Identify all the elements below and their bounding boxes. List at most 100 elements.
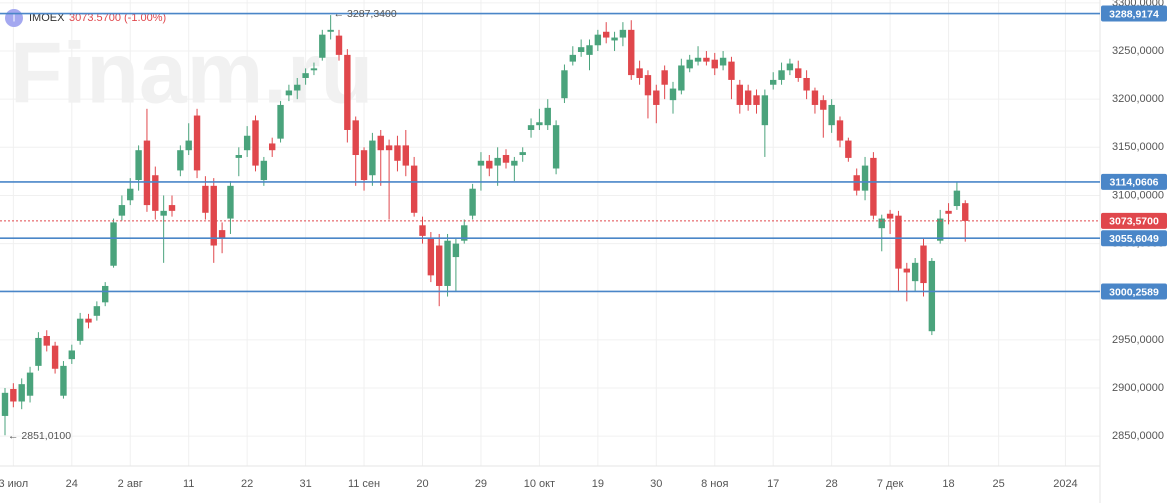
candle-body <box>836 120 844 141</box>
candle-body <box>937 218 944 241</box>
candle-body <box>444 240 451 286</box>
annotation: ← 2851,0100 <box>8 430 71 442</box>
candle-body <box>736 84 743 105</box>
candle-body <box>953 190 961 207</box>
y-tick-label: 3250,0000 <box>1112 45 1164 57</box>
annotation: ← 3287,3400 <box>334 8 397 20</box>
y-tick-label: 3150,0000 <box>1112 141 1164 153</box>
candle-body <box>135 150 142 181</box>
x-tick-label: 30 <box>650 478 662 490</box>
candle-body <box>895 215 902 269</box>
candle-body <box>168 205 176 211</box>
price: 3073.5700 <box>69 12 121 24</box>
candle-body <box>795 68 802 78</box>
x-tick-label: 18 <box>942 478 954 490</box>
candle-body <box>102 285 109 303</box>
price-label: 3114,0606 <box>1109 177 1158 189</box>
candle-body <box>352 120 359 156</box>
candle-body <box>260 160 268 181</box>
x-tick-label: 22 <box>241 478 253 490</box>
candle-body <box>477 160 485 166</box>
candle-body <box>160 210 167 216</box>
price-label-box <box>1101 212 1167 229</box>
x-tick-label: 8 ноя <box>701 478 728 490</box>
x-tick-label: 11 <box>183 478 194 490</box>
candle-body <box>402 145 409 166</box>
candle-body <box>310 68 318 71</box>
y-tick-label: 3100,0000 <box>1112 189 1164 201</box>
price-label-box <box>1101 173 1167 190</box>
candle-body <box>527 125 535 130</box>
candle-body <box>319 34 326 58</box>
candle-body <box>436 245 443 286</box>
x-tick-label: 31 <box>299 478 311 490</box>
candle-body <box>770 79 777 85</box>
candle-body <box>519 152 526 156</box>
y-tick-label: 2900,0000 <box>1112 382 1164 394</box>
x-tick-label: 28 <box>826 478 838 490</box>
candle-body <box>494 157 501 166</box>
candle-body <box>586 45 593 55</box>
candle-body <box>861 165 869 191</box>
candle-body <box>878 218 885 229</box>
x-tick-label: 2024 <box>1053 478 1077 490</box>
candle-body <box>619 29 627 38</box>
symbol-icon-letter: I <box>13 14 16 25</box>
candle-body <box>845 140 852 158</box>
candle-body <box>177 150 184 171</box>
candle-body <box>703 57 710 62</box>
candle-body <box>870 157 877 216</box>
candle-body <box>678 65 685 91</box>
candle-body <box>719 57 727 66</box>
candle-body <box>644 75 652 96</box>
candle-body <box>552 125 560 169</box>
candle-body <box>202 185 209 213</box>
candle-body <box>786 63 794 71</box>
candle-body <box>577 47 585 52</box>
x-tick-label: 7 дек <box>877 478 904 490</box>
candle-body <box>427 238 435 276</box>
x-tick-label: 19 <box>592 478 604 490</box>
candle-body <box>962 203 969 221</box>
candle-body <box>920 245 927 284</box>
x-tick-label: 25 <box>993 478 1005 490</box>
candle-body <box>653 90 660 105</box>
x-tick-label: 11 сен <box>348 478 380 490</box>
candle-body <box>1 392 9 416</box>
candle-body <box>903 268 910 273</box>
candle-body <box>85 318 92 323</box>
candle-body <box>335 35 343 55</box>
candle-body <box>93 306 101 316</box>
candle-body <box>761 95 769 126</box>
candle-body <box>110 222 117 266</box>
candle-body <box>377 135 384 151</box>
candle-body <box>285 90 293 96</box>
price-label: 3055,6049 <box>1109 233 1159 245</box>
candle-body <box>344 54 351 130</box>
candle-body <box>18 384 25 402</box>
candle-body <box>853 175 860 191</box>
candle-body <box>911 262 919 282</box>
candle-body <box>828 104 835 126</box>
candle-body <box>252 120 259 166</box>
price-label-box <box>1101 283 1167 300</box>
candle-body <box>469 188 476 216</box>
candle-body <box>218 230 226 239</box>
candle-body <box>536 122 543 126</box>
candle-body <box>277 104 284 139</box>
candle-body <box>928 260 936 332</box>
candle-body <box>661 70 668 85</box>
candle-body <box>10 388 17 402</box>
candle-body <box>243 135 251 151</box>
candle-body <box>385 145 393 151</box>
candle-body <box>60 365 67 396</box>
candle-body <box>210 185 217 246</box>
candle-body <box>51 345 59 369</box>
candle-body <box>269 143 276 151</box>
x-tick-label: 29 <box>475 478 487 490</box>
y-tick-label: 3300,0000 <box>1112 0 1164 9</box>
price-label: 3000,2589 <box>1109 286 1159 298</box>
candle-body <box>235 155 242 158</box>
candle-body <box>294 84 301 91</box>
